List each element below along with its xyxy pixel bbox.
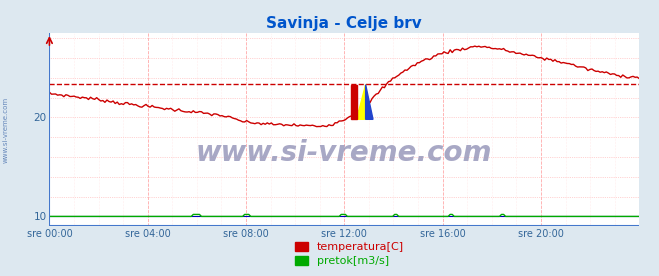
Polygon shape	[357, 85, 366, 119]
Text: www.si-vreme.com: www.si-vreme.com	[2, 97, 9, 163]
Text: www.si-vreme.com: www.si-vreme.com	[196, 139, 492, 167]
Polygon shape	[366, 85, 373, 119]
Legend: temperatura[C], pretok[m3/s]: temperatura[C], pretok[m3/s]	[290, 237, 409, 270]
Bar	[351, 85, 357, 119]
Title: Savinja - Celje brv: Savinja - Celje brv	[266, 15, 422, 31]
